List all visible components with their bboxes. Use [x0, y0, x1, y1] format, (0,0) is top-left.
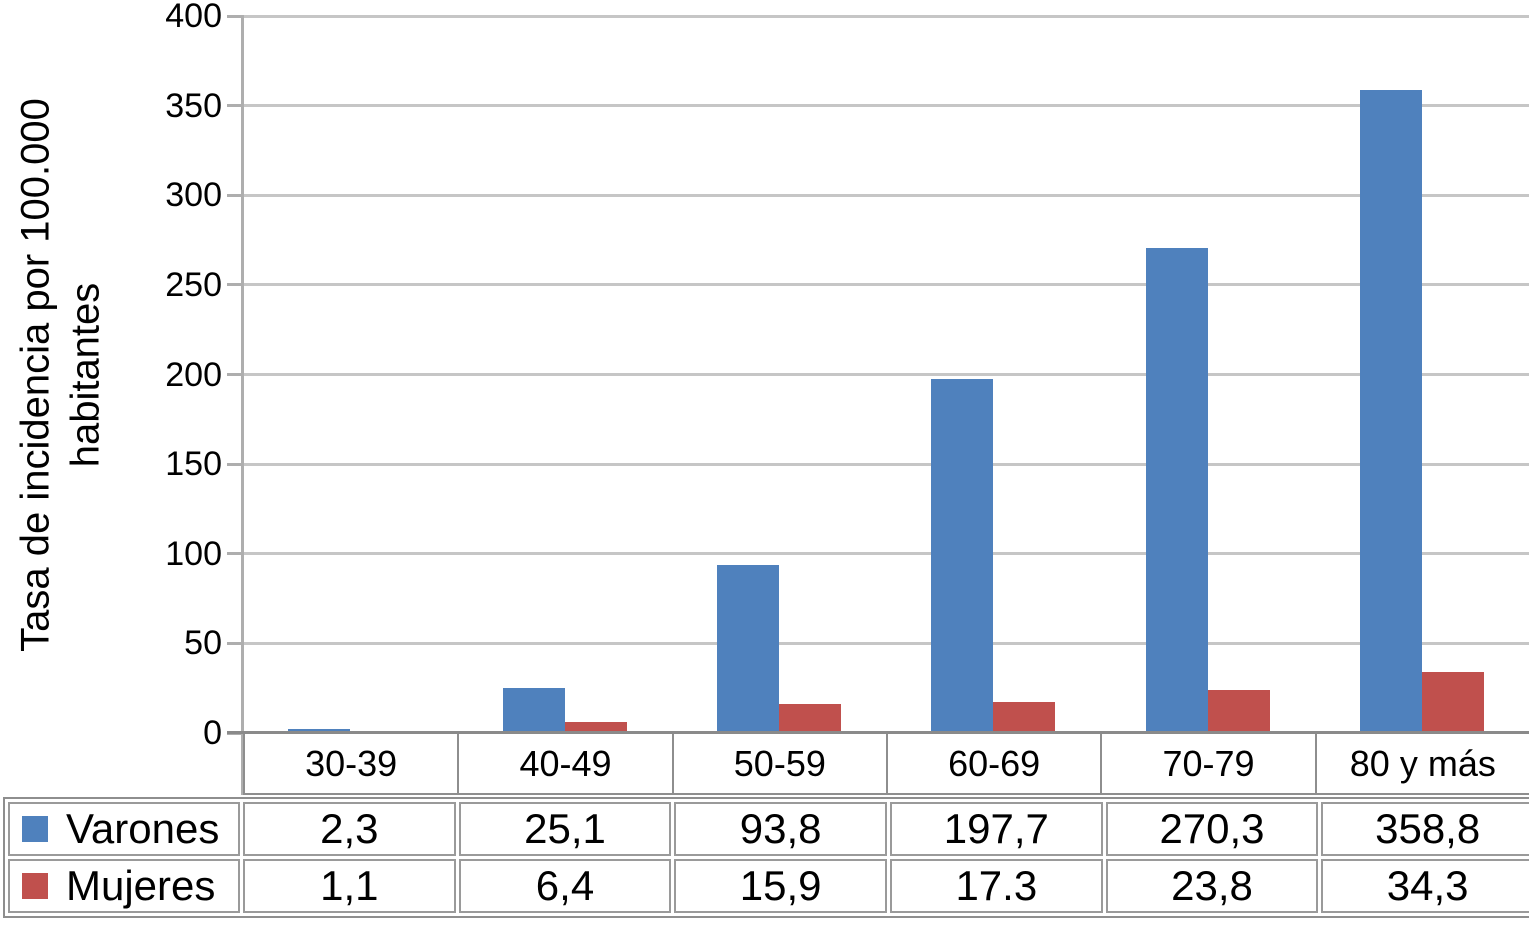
legend-swatch-icon: [22, 816, 48, 842]
y-axis-tick-label: 50: [184, 624, 222, 663]
bar-mujeres-60-69: [993, 701, 1056, 733]
category-label: 80 y más: [1314, 734, 1529, 793]
value-cell-mujeres-30-39: 1,1: [243, 859, 456, 913]
value-cell-mujeres-40-49: 6,4: [458, 859, 672, 913]
y-axis-tick-label: 150: [165, 445, 222, 484]
bar-varones-60-69: [931, 378, 994, 733]
gridline: [243, 283, 1529, 287]
data-table: Varones 2,3 25,1 93,8 197,7 270,3 358,8 Mujeres…: [3, 797, 1529, 918]
bar-mujeres-50-59: [778, 704, 841, 733]
gridline: [243, 552, 1529, 556]
y-axis-line: [241, 15, 244, 795]
bar-varones-70-79: [1145, 248, 1208, 733]
gridline: [243, 641, 1529, 645]
y-axis-tick: [227, 373, 243, 376]
x-axis-line: [227, 731, 1529, 734]
y-axis-tick: [227, 14, 243, 18]
category-label: 50-59: [671, 734, 886, 793]
gridline: [243, 104, 1529, 108]
y-axis-tick: [227, 104, 243, 108]
bar-mujeres-70-79: [1207, 690, 1270, 733]
legend-label: Varones: [66, 805, 220, 852]
value-cell-varones-40-49: 25,1: [458, 802, 672, 856]
y-axis-tick-label: 200: [165, 355, 222, 394]
legend-cell-mujeres: Mujeres: [8, 859, 240, 913]
bar-mujeres-80 y más: [1421, 671, 1484, 733]
legend-cell-varones: Varones: [8, 802, 240, 856]
legend-swatch-icon: [22, 873, 48, 899]
value-cell-varones-80 y más: 358,8: [1321, 802, 1529, 856]
value-cell-mujeres-70-79: 23,8: [1105, 859, 1319, 913]
y-axis-tick: [227, 283, 243, 287]
value-cell-varones-60-69: 197,7: [890, 802, 1103, 856]
value-cell-varones-70-79: 270,3: [1105, 802, 1319, 856]
category-label: 40-49: [457, 734, 671, 793]
y-axis-tick-label: 300: [165, 176, 222, 215]
bar-varones-80 y más: [1359, 89, 1422, 733]
bar-mujeres-40-49: [564, 721, 627, 733]
value-cell-mujeres-80 y más: 34,3: [1321, 859, 1529, 913]
y-axis-tick-label: 400: [165, 0, 222, 35]
value-cell-mujeres-50-59: 15,9: [674, 859, 887, 913]
y-axis-tick: [227, 193, 243, 197]
category-label: 60-69: [885, 734, 1100, 793]
category-label: 30-39: [243, 734, 457, 793]
value-cell-varones-30-39: 2,3: [243, 802, 456, 856]
y-axis-tick: [227, 641, 243, 645]
value-cell-mujeres-60-69: 17.3: [890, 859, 1103, 913]
bar-varones-30-39: [288, 728, 351, 733]
gridline: [243, 193, 1529, 197]
bar-varones-50-59: [716, 564, 779, 733]
gridline: [243, 373, 1529, 376]
y-axis-tick-label: 0: [203, 714, 222, 752]
gridline: [243, 462, 1529, 466]
y-axis-tick: [227, 552, 243, 556]
y-axis-tick-label: 250: [165, 265, 222, 304]
y-axis-tick-label: 100: [165, 534, 222, 573]
gridline: [243, 14, 1529, 18]
category-label: 70-79: [1100, 734, 1314, 793]
bar-varones-40-49: [502, 688, 565, 733]
value-cell-varones-50-59: 93,8: [674, 802, 887, 856]
legend-label: Mujeres: [66, 862, 216, 909]
category-label-row: 30-39 40-49 50-59 60-69 70-79 80 y más: [243, 734, 1529, 795]
y-axis-tick: [227, 462, 243, 466]
y-axis-tick-label: 350: [165, 86, 222, 125]
